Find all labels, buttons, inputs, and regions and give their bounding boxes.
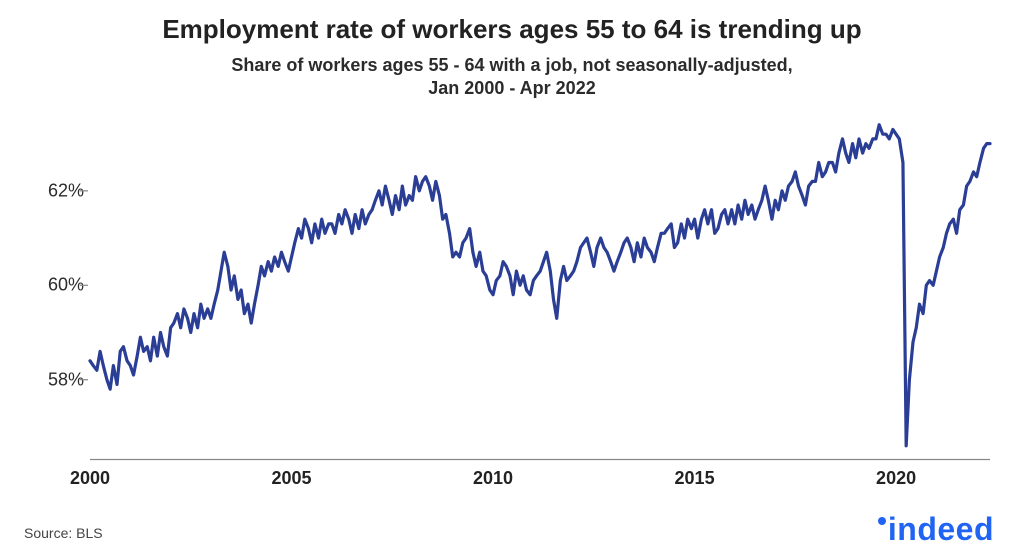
x-tick-label: 2015 (675, 468, 715, 489)
y-tick-label: 62% (4, 180, 84, 201)
x-tick-label: 2000 (70, 468, 110, 489)
chart-subtitle-line2: Jan 2000 - Apr 2022 (428, 78, 595, 98)
source-label: Source: BLS (24, 525, 103, 541)
x-tick-label: 2020 (876, 468, 916, 489)
x-tick-label: 2005 (271, 468, 311, 489)
indeed-logo-dot-icon (878, 517, 886, 525)
indeed-logo-text: indeed (888, 513, 994, 545)
chart-container: Employment rate of workers ages 55 to 64… (0, 0, 1024, 559)
plot-area (90, 120, 990, 460)
x-tick-label: 2010 (473, 468, 513, 489)
chart-title: Employment rate of workers ages 55 to 64… (0, 14, 1024, 45)
series-line (90, 125, 990, 446)
y-tick-marks (80, 191, 88, 380)
y-tick-label: 58% (4, 369, 84, 390)
chart-subtitle: Share of workers ages 55 - 64 with a job… (0, 54, 1024, 99)
chart-subtitle-line1: Share of workers ages 55 - 64 with a job… (231, 55, 792, 75)
y-tick-label: 60% (4, 275, 84, 296)
indeed-logo: indeed (878, 513, 994, 545)
